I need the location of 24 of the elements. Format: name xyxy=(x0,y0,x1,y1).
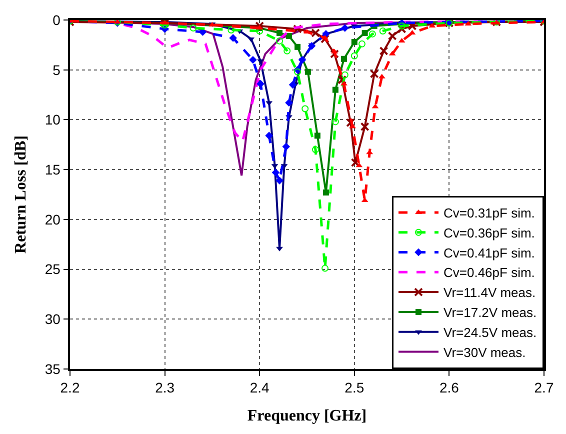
x-tick-label: 2.4 xyxy=(250,380,270,396)
legend-label: Cv=0.41pF sim. xyxy=(444,245,535,260)
y-tick-label: 20 xyxy=(44,211,61,228)
legend-label: Vr=30V meas. xyxy=(444,344,526,360)
y-tick-label: 25 xyxy=(44,261,61,278)
x-tick-label: 2.6 xyxy=(439,380,460,396)
legend-label: Vr=17.2V meas. xyxy=(444,305,537,320)
x-axis-title: Frequency [GHz] xyxy=(247,408,367,425)
y-tick-label: 30 xyxy=(44,311,61,328)
y-axis-title: Return Loss [dB] xyxy=(12,135,30,254)
y-tick-label: 15 xyxy=(44,161,61,178)
x-tick-label: 2.7 xyxy=(534,380,554,396)
y-tick-label: 5 xyxy=(52,62,61,78)
y-tick-label: 0 xyxy=(52,12,61,28)
legend-label: Vr=11.4V meas. xyxy=(444,285,536,300)
x-tick-label: 2.2 xyxy=(60,380,80,396)
x-tick-label: 2.5 xyxy=(344,380,364,396)
y-tick-label: 35 xyxy=(44,360,61,377)
legend-label: Vr=24.5V meas. xyxy=(444,324,537,340)
x-tick-label: 2.3 xyxy=(155,380,175,396)
legend-label: Cv=0.36pF sim. xyxy=(444,225,535,240)
legend-label: Cv=0.31pF sim. xyxy=(444,206,535,221)
legend-label: Cv=0.46pF sim. xyxy=(444,265,535,280)
y-tick-label: 10 xyxy=(44,112,61,128)
